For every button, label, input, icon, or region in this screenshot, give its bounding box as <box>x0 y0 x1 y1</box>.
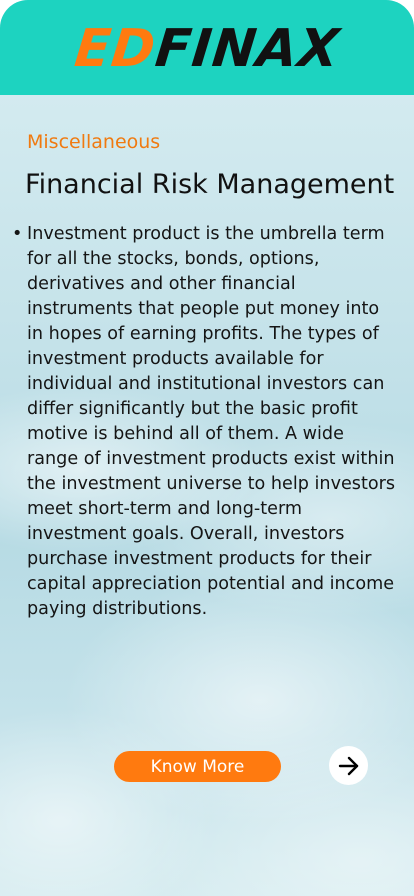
article-body-text: Investment product is the umbrella term … <box>27 224 396 619</box>
next-button[interactable] <box>329 746 368 785</box>
arrow-right-icon <box>338 756 358 775</box>
article-body-item: • Investment product is the umbrella ter… <box>8 222 398 622</box>
edfinax-logo: EDFINAX <box>72 19 343 79</box>
logo-ed: ED <box>71 18 159 79</box>
article-title: Financial Risk Management <box>25 169 395 200</box>
bullet-marker: • <box>12 224 23 244</box>
category-label: Miscellaneous <box>27 131 161 153</box>
know-more-button[interactable]: Know More <box>114 751 281 782</box>
article-body-list: • Investment product is the umbrella ter… <box>8 222 398 622</box>
app-header: EDFINAX <box>0 0 414 95</box>
logo-finax: FINAX <box>152 18 343 79</box>
